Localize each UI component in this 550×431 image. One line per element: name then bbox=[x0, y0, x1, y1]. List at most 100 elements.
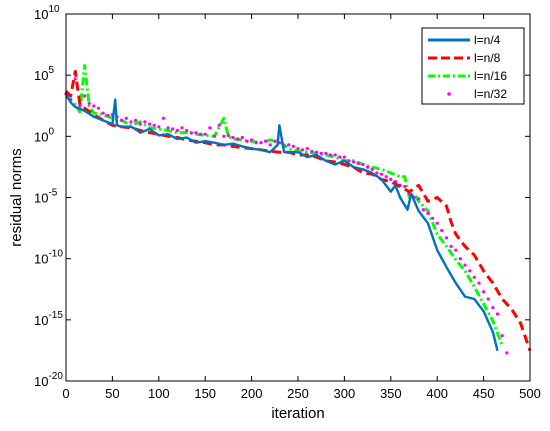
legend-entry: l=n/4 bbox=[428, 33, 501, 47]
data-point bbox=[477, 281, 481, 285]
y-tick-label: 10-10 bbox=[34, 249, 63, 267]
data-point bbox=[147, 122, 152, 126]
x-tick-label: 400 bbox=[426, 386, 448, 401]
data-point bbox=[347, 159, 351, 163]
data-point bbox=[203, 132, 207, 136]
data-point bbox=[379, 172, 384, 176]
series-l=n/4 bbox=[64, 93, 499, 351]
data-point bbox=[342, 155, 346, 159]
data-point bbox=[124, 116, 128, 120]
data-point bbox=[463, 263, 467, 267]
legend-label: l=n/32 bbox=[474, 87, 507, 101]
data-point bbox=[458, 257, 462, 261]
data-point bbox=[92, 104, 96, 108]
data-point bbox=[175, 128, 179, 133]
legend: l=n/4 l=n/8 l=n/16 l=n/32 bbox=[421, 27, 525, 105]
data-point bbox=[296, 147, 300, 151]
legend-label: l=n/4 bbox=[474, 33, 501, 47]
data-point bbox=[375, 171, 379, 175]
data-point bbox=[315, 150, 319, 154]
legend-swatch bbox=[447, 92, 451, 96]
data-point bbox=[194, 131, 198, 135]
data-point bbox=[263, 139, 268, 143]
data-point bbox=[120, 118, 124, 122]
data-point bbox=[199, 132, 203, 136]
data-point bbox=[426, 211, 430, 215]
legend-label: l=n/8 bbox=[474, 51, 501, 65]
data-point bbox=[505, 351, 509, 355]
data-point bbox=[129, 120, 133, 124]
data-point bbox=[189, 131, 193, 135]
data-point bbox=[417, 197, 421, 201]
data-point bbox=[245, 139, 249, 143]
data-point bbox=[166, 126, 170, 130]
data-point bbox=[217, 123, 221, 127]
y-tick-label: 105 bbox=[34, 65, 54, 83]
x-tick-label: 150 bbox=[194, 386, 216, 401]
data-point bbox=[226, 133, 230, 137]
x-tick-label: 450 bbox=[473, 386, 495, 401]
data-point bbox=[486, 297, 490, 301]
data-point bbox=[134, 118, 138, 122]
data-point bbox=[454, 248, 458, 252]
data-point bbox=[468, 269, 472, 273]
data-point bbox=[305, 147, 309, 151]
y-tick-label: 10-20 bbox=[34, 371, 63, 389]
data-point bbox=[268, 143, 272, 147]
data-point bbox=[366, 165, 370, 169]
data-point bbox=[500, 334, 504, 338]
data-point bbox=[338, 155, 342, 159]
data-point bbox=[389, 177, 393, 181]
x-tick-label: 50 bbox=[105, 386, 119, 401]
data-point bbox=[472, 275, 476, 279]
legend-label: l=n/16 bbox=[474, 69, 507, 83]
data-point bbox=[259, 141, 263, 145]
data-point bbox=[352, 160, 356, 164]
data-point bbox=[403, 184, 407, 189]
x-tick-label: 500 bbox=[519, 386, 541, 401]
data-point bbox=[291, 144, 295, 148]
x-tick-label: 200 bbox=[241, 386, 263, 401]
data-point bbox=[83, 94, 87, 98]
data-point bbox=[152, 123, 156, 127]
data-point bbox=[273, 139, 277, 143]
data-point bbox=[328, 153, 333, 157]
data-point bbox=[212, 134, 217, 138]
data-point bbox=[240, 135, 244, 140]
x-tick-label: 100 bbox=[148, 386, 170, 401]
data-point bbox=[370, 167, 374, 171]
data-point bbox=[482, 290, 486, 294]
data-point bbox=[161, 116, 165, 120]
data-point bbox=[421, 208, 425, 212]
data-point bbox=[157, 125, 161, 129]
y-axis-label: residual norms bbox=[8, 148, 25, 246]
x-tick-label: 300 bbox=[334, 386, 356, 401]
data-point bbox=[171, 127, 175, 131]
x-tick-label: 350 bbox=[380, 386, 402, 401]
x-axis-label: iteration bbox=[271, 405, 324, 422]
y-tick-label: 10-15 bbox=[34, 310, 63, 328]
legend-entry: l=n/16 bbox=[428, 69, 507, 83]
data-point bbox=[180, 126, 184, 130]
x-tick-label: 0 bbox=[62, 386, 69, 401]
data-point bbox=[333, 153, 337, 157]
data-point bbox=[449, 244, 453, 248]
tick-layer: 0 50 100 150 200 250 300 350 400 450 500 10-20 10-15… bbox=[34, 4, 541, 401]
data-point bbox=[356, 161, 360, 166]
data-point bbox=[444, 236, 449, 240]
y-tick-label: 10-5 bbox=[34, 188, 58, 206]
data-point bbox=[384, 175, 388, 179]
data-point bbox=[138, 122, 142, 126]
data-point bbox=[106, 113, 110, 118]
series-layer bbox=[64, 64, 532, 355]
data-point bbox=[143, 120, 147, 124]
data-point bbox=[324, 151, 328, 155]
y-tick-label: 100 bbox=[34, 126, 54, 144]
data-point bbox=[96, 106, 101, 110]
data-point bbox=[185, 128, 189, 133]
data-point bbox=[250, 138, 254, 142]
data-point bbox=[319, 151, 323, 155]
data-point bbox=[254, 141, 258, 145]
y-tick-label: 1010 bbox=[34, 4, 60, 22]
data-point bbox=[435, 221, 439, 225]
